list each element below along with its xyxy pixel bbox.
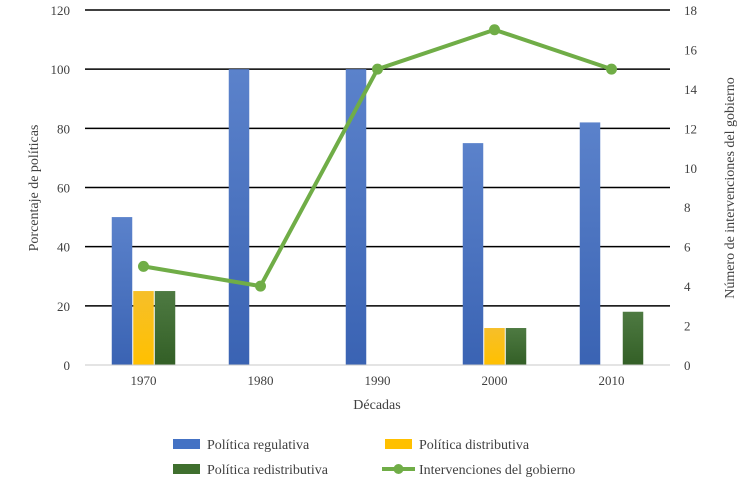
legend-item: Política redistributiva: [173, 463, 329, 478]
x-tick-label: 1980: [248, 373, 274, 388]
y2-tick-label: 4: [684, 279, 691, 294]
bar-política-regulativa-2000: [462, 143, 484, 365]
y-tick-label: 40: [57, 240, 70, 255]
legend-item: Intervenciones del gobierno: [382, 463, 575, 478]
y2-tick-label: 12: [684, 121, 697, 136]
y-tick-label: 80: [57, 121, 70, 136]
bar-política-redistributiva-2010: [622, 311, 644, 365]
y2-axis-title: Número de intervenciones del gobierno: [723, 77, 738, 299]
x-tick-label: 2000: [482, 373, 508, 388]
legend-item: Política regulativa: [173, 438, 310, 453]
y-tick-label: 0: [64, 358, 71, 373]
legend-swatch: [385, 439, 412, 449]
legend-label: Política regulativa: [207, 438, 310, 453]
line-point-1990: [372, 63, 383, 75]
y2-tick-label: 10: [684, 161, 697, 176]
y-tick-label: 100: [51, 62, 71, 77]
line-point-1980: [255, 280, 266, 292]
bar-política-redistributiva-2000: [505, 328, 527, 365]
line-point-2000: [489, 24, 500, 36]
bar-política-redistributiva-1970: [154, 291, 176, 365]
y2-tick-label: 0: [684, 358, 691, 373]
legend-marker: [393, 464, 404, 474]
y-tick-label: 120: [51, 3, 71, 18]
legend-label: Política redistributiva: [207, 463, 329, 478]
legend-item: Política distributiva: [385, 438, 530, 453]
bar-política-distributiva-1970: [133, 291, 154, 365]
x-axis-title: Décadas: [353, 398, 400, 413]
y2-tick-label: 2: [684, 319, 691, 334]
y2-tick-label: 8: [684, 200, 691, 215]
legend-label: Intervenciones del gobierno: [419, 463, 575, 478]
bar-política-distributiva-2000: [484, 328, 505, 365]
y-tick-label: 20: [57, 299, 70, 314]
legend-swatch: [173, 439, 200, 449]
y2-tick-label: 18: [684, 3, 697, 18]
bar-política-regulativa-1990: [345, 69, 367, 366]
legend: Política regulativa Política distributiva…: [173, 438, 575, 478]
legend-swatch: [173, 464, 200, 474]
x-tick-label: 1990: [365, 373, 391, 388]
line-point-1970: [138, 260, 149, 272]
legend-label: Política distributiva: [419, 438, 530, 453]
axes: 0 20 40 60 80 100 120 0 2 4 6 8 10 12 14 16 18 1970 1980 19…: [51, 3, 698, 388]
bar-política-regulativa-1980: [228, 69, 250, 366]
line-point-2010: [606, 63, 617, 75]
y2-tick-label: 6: [684, 240, 691, 255]
line-series: [138, 24, 617, 292]
y2-tick-label: 14: [684, 82, 698, 97]
y-tick-label: 60: [57, 181, 70, 196]
x-tick-label: 2010: [599, 373, 625, 388]
bar-política-regulativa-2010: [579, 122, 601, 366]
y2-tick-label: 16: [684, 42, 698, 57]
y-axis-title: Porcentaje de políticas: [27, 125, 42, 252]
bar-política-regulativa-1970: [111, 217, 133, 365]
x-tick-label: 1970: [131, 373, 157, 388]
bars: [111, 69, 644, 366]
